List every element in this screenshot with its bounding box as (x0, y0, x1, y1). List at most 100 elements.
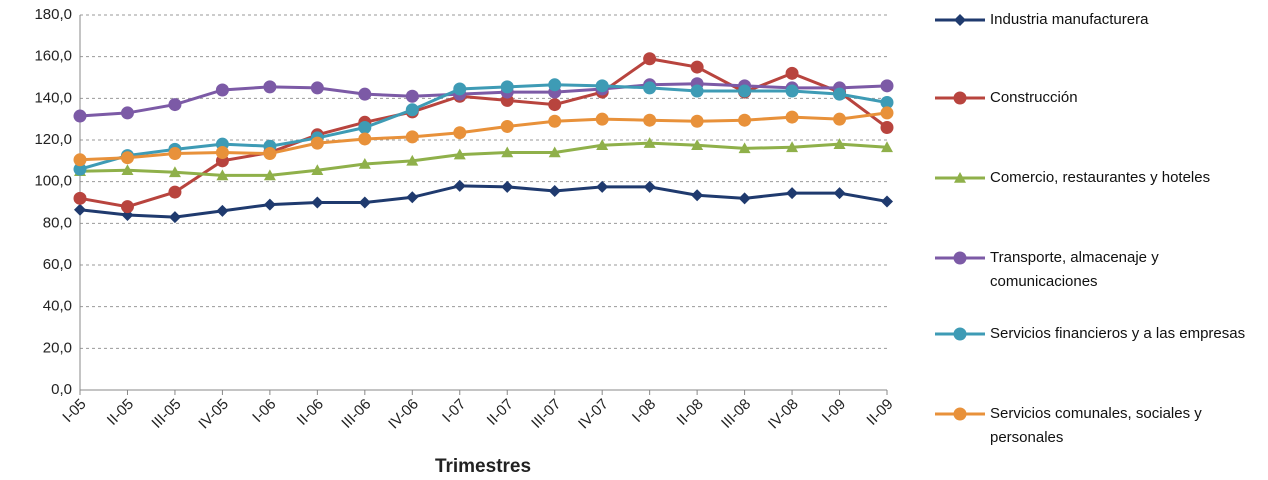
legend-label: Transporte, almacenaje y comunicaciones (990, 249, 1159, 290)
x-tick-label: IV-08 (765, 396, 802, 433)
series-line (79, 184, 888, 219)
data-point (500, 80, 514, 94)
data-point (168, 211, 181, 224)
x-tick-label: III-08 (718, 396, 754, 432)
data-point (501, 180, 514, 193)
series-line (79, 141, 888, 177)
data-point (833, 112, 847, 126)
legend-marker (953, 407, 967, 421)
data-point (121, 164, 134, 176)
data-point (311, 164, 324, 176)
data-point (310, 81, 324, 95)
x-axis-title: Trimestres (435, 456, 531, 477)
data-point (216, 204, 229, 217)
data-point (74, 203, 86, 216)
data-point (263, 198, 276, 211)
data-point (73, 109, 87, 123)
data-point (691, 139, 704, 151)
legend-marker (954, 14, 966, 26)
data-point (168, 166, 181, 178)
x-tick-label: II-05 (104, 396, 137, 429)
x-tick-label: III-07 (528, 396, 564, 432)
data-point (311, 196, 324, 209)
data-point (548, 146, 561, 158)
data-point (120, 200, 134, 214)
data-point (785, 110, 799, 124)
x-tick-label: I-09 (819, 396, 849, 426)
data-point (73, 153, 87, 167)
x-tick-label: IV-05 (195, 396, 232, 433)
x-tick-label: II-07 (484, 396, 517, 429)
x-tick-label: II-08 (674, 396, 707, 429)
data-point (786, 187, 799, 200)
data-point (833, 138, 846, 149)
y-tick-label: 80,0 (43, 214, 72, 231)
data-point (215, 146, 229, 159)
data-point (738, 113, 752, 127)
data-point (548, 78, 562, 92)
legend-marker (953, 251, 967, 265)
data-point (263, 80, 277, 94)
data-point (73, 162, 87, 176)
data-point (358, 121, 372, 134)
y-tick-label: 180,0 (34, 6, 72, 23)
data-point (548, 185, 561, 198)
legend-marker (953, 91, 967, 105)
data-point (263, 147, 277, 161)
data-point (358, 157, 371, 169)
data-point (643, 81, 657, 95)
data-point (690, 114, 704, 128)
x-tick-label: III-06 (338, 396, 374, 432)
data-point (785, 84, 799, 98)
data-point (453, 148, 466, 160)
data-point (500, 119, 514, 133)
y-tick-label: 20,0 (43, 339, 72, 356)
data-point (643, 52, 657, 66)
data-point (548, 98, 562, 112)
x-tick-label: III-05 (148, 396, 184, 432)
y-tick-label: 40,0 (43, 298, 72, 315)
data-point (406, 191, 419, 204)
data-point (881, 195, 893, 208)
series-line (79, 82, 888, 118)
data-point (833, 87, 847, 101)
x-tick-label: IV-07 (575, 396, 612, 433)
data-point (596, 180, 609, 193)
legend-label: Comercio, restaurantes y hoteles (990, 169, 1211, 186)
data-point (73, 191, 87, 205)
data-point (168, 185, 182, 199)
data-point (405, 130, 419, 144)
data-point (358, 87, 372, 101)
data-point (596, 139, 609, 151)
legend-marker (953, 327, 967, 341)
y-tick-label: 160,0 (34, 48, 72, 65)
x-tick-label: II-06 (294, 396, 327, 429)
x-tick-label: I-08 (629, 396, 659, 426)
data-point (738, 84, 752, 98)
data-point (263, 169, 276, 181)
legend-label: Servicios comunales, sociales y personal… (990, 405, 1202, 446)
legend-marker (954, 172, 966, 183)
data-point (785, 66, 799, 80)
data-point (595, 79, 609, 93)
y-tick-label: 140,0 (34, 89, 72, 106)
data-point (453, 126, 467, 140)
data-point (501, 146, 514, 158)
data-point (120, 106, 134, 120)
x-tick-label: IV-06 (385, 396, 422, 433)
data-point (690, 60, 704, 74)
x-tick-label: II-09 (863, 396, 896, 429)
series-line (79, 57, 888, 209)
x-tick-label: I-05 (59, 396, 89, 426)
data-point (168, 98, 182, 112)
data-point (880, 106, 894, 120)
y-tick-label: 120,0 (34, 131, 72, 148)
data-point (216, 169, 229, 181)
data-point (738, 192, 751, 205)
x-tick-label: I-06 (249, 396, 279, 426)
legend-label: Industria manufacturera (990, 11, 1149, 28)
data-point (691, 189, 704, 202)
data-point (548, 114, 562, 128)
